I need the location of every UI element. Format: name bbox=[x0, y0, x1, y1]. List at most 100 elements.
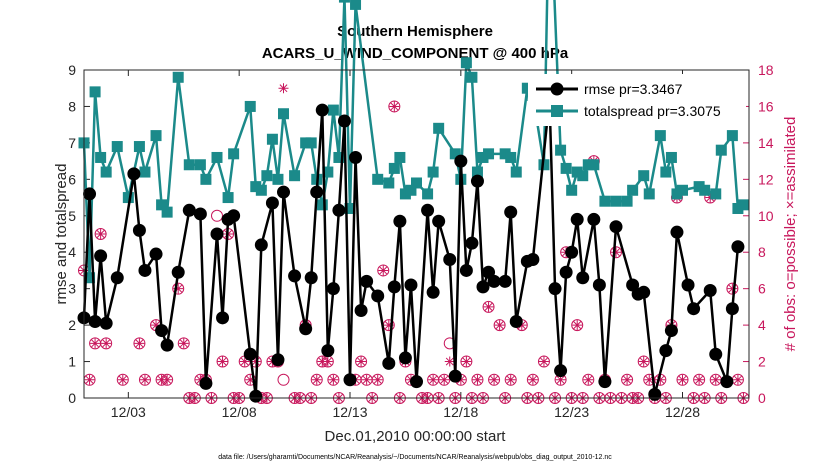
possible-obs-marker bbox=[377, 264, 390, 277]
rmse-marker bbox=[681, 278, 695, 292]
rmse-marker bbox=[343, 373, 357, 387]
assimilated-obs-marker bbox=[278, 83, 289, 94]
rmse-marker bbox=[243, 347, 257, 361]
totalspread-marker bbox=[726, 130, 738, 142]
rmse-marker bbox=[548, 282, 562, 296]
rmse-marker bbox=[288, 269, 302, 283]
x-tick-label: 12/28 bbox=[665, 404, 700, 420]
rmse-marker bbox=[720, 375, 734, 389]
rmse-marker bbox=[160, 338, 174, 352]
rmse-marker bbox=[99, 316, 113, 330]
x-axis: 12/03 12/08 12/13 12/18 12/23 12/28 bbox=[111, 70, 700, 420]
totalspread-marker bbox=[161, 206, 173, 218]
totalspread-marker bbox=[654, 130, 666, 142]
assimilated-obs-marker bbox=[162, 374, 173, 385]
x-tick-label: 12/13 bbox=[332, 404, 367, 420]
legend-spread-label: totalspread pr=3.3075 bbox=[584, 103, 721, 119]
rmse-marker bbox=[570, 212, 584, 226]
totalspread-marker bbox=[228, 148, 240, 160]
rmse-marker bbox=[725, 302, 739, 316]
totalspread-marker bbox=[172, 71, 184, 83]
totalspread-marker bbox=[671, 188, 683, 200]
assimilated-obs-marker bbox=[90, 338, 101, 349]
rmse-marker bbox=[182, 203, 196, 217]
x-tick-label: 12/23 bbox=[554, 404, 589, 420]
totalspread-marker bbox=[250, 181, 262, 193]
possible-obs-marker bbox=[726, 282, 739, 295]
possible-obs-marker bbox=[637, 355, 650, 368]
totalspread-marker bbox=[200, 173, 212, 185]
possible-obs-marker bbox=[310, 373, 323, 386]
rmse-marker bbox=[138, 263, 152, 277]
totalspread-marker bbox=[183, 159, 195, 171]
rmse-marker bbox=[304, 271, 318, 285]
rmse-marker bbox=[227, 209, 241, 223]
assimilated-obs-marker bbox=[732, 374, 743, 385]
rmse-marker bbox=[210, 227, 224, 241]
possible-obs-marker bbox=[355, 355, 368, 368]
rmse-marker bbox=[432, 214, 446, 228]
rmse-marker bbox=[199, 376, 213, 390]
totalspread-marker bbox=[433, 122, 445, 134]
totalspread-marker bbox=[599, 195, 611, 207]
legend-box bbox=[528, 74, 746, 126]
y-left-tick-label: 1 bbox=[68, 354, 76, 370]
rmse-marker bbox=[426, 285, 440, 299]
rmse-marker bbox=[310, 185, 324, 199]
rmse-marker bbox=[670, 225, 684, 239]
possible-obs-marker bbox=[571, 319, 584, 332]
assimilated-obs-marker bbox=[173, 283, 184, 294]
rmse-marker bbox=[448, 369, 462, 383]
possible-obs-marker bbox=[471, 373, 484, 386]
y-axis-left-label: rmse and totalspread bbox=[53, 164, 70, 305]
totalspread-marker bbox=[322, 166, 334, 178]
possible-obs-marker bbox=[388, 100, 401, 113]
y-left-tick-label: 9 bbox=[68, 62, 76, 78]
totalspread-marker bbox=[95, 151, 107, 163]
assimilated-obs-marker bbox=[217, 356, 228, 367]
assimilated-obs-marker bbox=[505, 374, 516, 385]
totalspread-marker bbox=[194, 159, 206, 171]
assimilated-obs-marker bbox=[383, 320, 394, 331]
y-right-tick-label: 0 bbox=[758, 390, 766, 406]
y-axis-right-label: # of obs: o=possible; ×=assimilated bbox=[782, 117, 799, 352]
rmse-marker bbox=[554, 364, 568, 378]
assimilated-obs-marker bbox=[156, 374, 167, 385]
assimilated-obs-marker bbox=[356, 356, 367, 367]
assimilated-obs-marker bbox=[84, 374, 95, 385]
assimilated-obs-marker bbox=[538, 356, 549, 367]
assimilated-obs-marker bbox=[572, 320, 583, 331]
possible-obs-marker bbox=[537, 355, 550, 368]
assimilated-obs-marker bbox=[527, 374, 538, 385]
rmse-marker bbox=[709, 347, 723, 361]
y-left-tick-label: 2 bbox=[68, 317, 76, 333]
assimilated-obs-marker bbox=[139, 374, 150, 385]
assimilated-obs-marker bbox=[483, 301, 494, 312]
rmse-marker bbox=[487, 274, 501, 288]
assimilated-obs-marker bbox=[389, 101, 400, 112]
assimilated-obs-marker bbox=[378, 265, 389, 276]
possible-obs-marker bbox=[211, 209, 223, 222]
assimilated-obs-marker bbox=[95, 229, 106, 239]
assimilated-obs-marker bbox=[455, 374, 466, 385]
assimilated-obs-marker bbox=[461, 356, 472, 367]
totalspread-marker bbox=[278, 108, 289, 120]
x-tick-label: 12/03 bbox=[111, 404, 146, 420]
y-right-tick-label: 18 bbox=[758, 62, 774, 78]
rmse-marker bbox=[598, 375, 612, 389]
rmse-line bbox=[82, 99, 740, 397]
rmse-marker bbox=[410, 375, 423, 389]
totalspread-marker bbox=[255, 184, 267, 196]
possible-obs-marker bbox=[693, 373, 706, 386]
possible-obs-marker bbox=[277, 373, 290, 386]
x-axis-label: Dec.01,2010 00:00:00 start bbox=[325, 428, 507, 445]
totalspread-marker bbox=[111, 141, 123, 153]
rmse-marker bbox=[404, 278, 418, 292]
rmse-marker bbox=[454, 154, 468, 168]
y-right-tick-label: 14 bbox=[758, 135, 774, 151]
assimilated-obs-marker bbox=[250, 356, 261, 367]
rmse-marker bbox=[127, 167, 141, 181]
rmse-marker bbox=[83, 187, 97, 201]
assimilated-obs-marker bbox=[239, 356, 250, 367]
